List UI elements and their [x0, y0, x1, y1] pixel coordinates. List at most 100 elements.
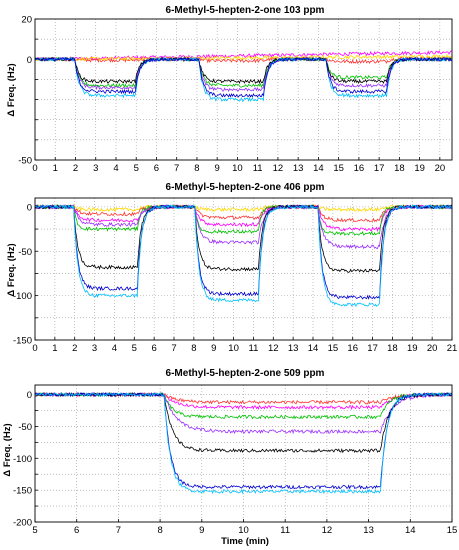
x-tick-label: 7 [116, 525, 121, 536]
x-tick-label: 4 [113, 163, 118, 174]
series-group [35, 49, 452, 102]
x-tick-label: 13 [293, 163, 304, 174]
x-tick-label: 20 [427, 343, 438, 354]
x-tick-label: 7 [174, 163, 179, 174]
x-tick-label: 10 [228, 343, 239, 354]
x-tick-label: 1 [52, 343, 57, 354]
plot-frame [34, 18, 453, 161]
y-tick-label: -50 [18, 247, 32, 258]
x-tick-label: 3 [93, 163, 98, 174]
series-line [35, 203, 452, 250]
x-tick-label: 15 [328, 343, 339, 354]
x-tick-label: 7 [171, 343, 176, 354]
x-tick-label: 16 [347, 343, 358, 354]
x-tick-label: 2 [73, 163, 78, 174]
series-group [35, 391, 452, 495]
x-tick-label: 14 [405, 525, 416, 536]
x-tick-label: 6 [151, 343, 156, 354]
chart-title-3: 6-Methyl-5-hepten-2-one 509 ppm [166, 368, 325, 379]
x-tick-label: 15 [447, 525, 458, 536]
x-tick-label: 14 [313, 163, 324, 174]
chart-title-1: 6-Methyl-5-hepten-2-one 103 ppm [166, 5, 325, 16]
y-tick-label: 0 [27, 390, 32, 401]
x-tick-label: 16 [354, 163, 365, 174]
x-tick-label: 11 [280, 525, 290, 536]
x-tick-label: 0 [32, 343, 37, 354]
y-tick-label: -50 [18, 156, 32, 167]
x-tick-label: 8 [191, 343, 196, 354]
x-tick-label: 5 [132, 343, 137, 354]
y-tick-label: -200 [13, 518, 32, 529]
x-tick-label: 11 [248, 343, 258, 354]
x-tick-label: 12 [268, 343, 279, 354]
x-tick-label: 0 [32, 163, 37, 174]
x-tick-label: 20 [435, 163, 446, 174]
x-tick-label: 19 [407, 343, 418, 354]
x-tick-label: 21 [447, 343, 458, 354]
series-group [35, 203, 452, 307]
x-tick-label: 8 [157, 525, 162, 536]
y-tick-label: 0 [27, 55, 32, 66]
y-axis-label-1: Δ Freq. (Hz) [6, 63, 17, 116]
series-line [35, 391, 452, 405]
series-line [35, 204, 452, 273]
x-tick-label: 19 [414, 163, 425, 174]
chart-panel-3: 5 6 7 8 9 10 11 12 13 14 15 0 -50 -100 -150 -200 [13, 384, 458, 536]
series-line [35, 391, 452, 495]
y-tick-label: -150 [13, 486, 32, 497]
x-tick-label: 11 [253, 163, 263, 174]
x-tick-label: 12 [273, 163, 284, 174]
series-line [35, 56, 452, 93]
series-line [35, 53, 452, 62]
x-tick-label: 13 [288, 343, 299, 354]
x-tick-label: 17 [367, 343, 378, 354]
series-line [35, 56, 452, 98]
y-tick-label: -150 [13, 336, 32, 347]
x-tick-label: 5 [134, 163, 139, 174]
plot-frame [34, 384, 453, 523]
x-tick-label: 17 [374, 163, 385, 174]
x-tick-label: 18 [387, 343, 398, 354]
y-axis-label-2: Δ Freq. (Hz) [6, 243, 17, 296]
series-line [35, 203, 452, 223]
x-tick-label: 2 [72, 343, 77, 354]
x-tick-label: 6 [74, 525, 79, 536]
x-tick-label: 8 [194, 163, 199, 174]
chart-title-2: 6-Methyl-5-hepten-2-one 406 ppm [166, 182, 325, 193]
y-tick-label: 0 [27, 202, 32, 213]
x-tick-label: 6 [154, 163, 159, 174]
chart-panel-2: 0 1 2 3 4 5 6 7 8 9 10 11 12 13 14 15 16 17 18 19 20 210-50-1… [13, 197, 458, 354]
y-tick-label: 20 [21, 15, 32, 26]
x-tick-label: 1 [53, 163, 58, 174]
x-tick-label: 14 [308, 343, 319, 354]
x-tick-label: 12 [322, 525, 333, 536]
x-tick-label: 9 [215, 163, 220, 174]
x-axis-label-3: Time (min) [221, 536, 269, 547]
x-tick-label: 13 [363, 525, 374, 536]
y-axis-label-3: Δ Freq. (Hz) [2, 423, 13, 476]
x-tick-label: 4 [112, 343, 117, 354]
series-line [35, 204, 452, 213]
series-line [35, 203, 452, 307]
y-tick-label: -100 [13, 291, 32, 302]
x-tick-label: 5 [32, 525, 37, 536]
x-tick-label: 10 [232, 163, 243, 174]
x-tick-label: 18 [394, 163, 405, 174]
plot-frame [34, 197, 453, 341]
y-tick-label: -100 [13, 454, 32, 465]
series-line [35, 204, 452, 232]
series-line [35, 203, 452, 236]
x-tick-label: 9 [199, 525, 204, 536]
x-tick-label: 15 [333, 163, 344, 174]
x-tick-label: 3 [92, 343, 97, 354]
y-tick-label: -50 [18, 422, 32, 433]
x-tick-label: 9 [211, 343, 216, 354]
plot-area [35, 385, 452, 522]
series-line [35, 56, 452, 102]
series-line [35, 56, 452, 85]
series-line [35, 55, 452, 65]
x-tick-label: 10 [238, 525, 249, 536]
